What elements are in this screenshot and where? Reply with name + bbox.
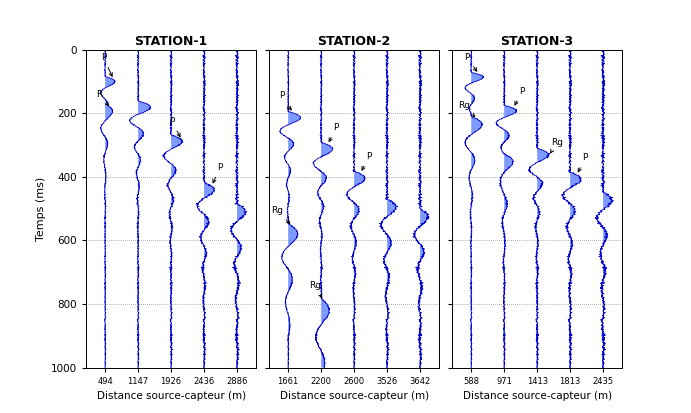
X-axis label: Distance source-capteur (m): Distance source-capteur (m)	[462, 391, 612, 401]
Text: P: P	[464, 52, 477, 71]
Text: Rg: Rg	[309, 281, 322, 297]
Text: P: P	[278, 91, 291, 110]
X-axis label: Distance source-capteur (m): Distance source-capteur (m)	[280, 391, 428, 401]
Y-axis label: Temps (ms): Temps (ms)	[36, 176, 46, 241]
Text: P: P	[362, 152, 372, 170]
Text: Rg: Rg	[271, 206, 290, 223]
Text: P: P	[515, 87, 524, 105]
Title: STATION-2: STATION-2	[317, 36, 391, 48]
Title: STATION-3: STATION-3	[500, 36, 574, 48]
Title: STATION-1: STATION-1	[135, 36, 208, 48]
Text: P: P	[329, 123, 339, 142]
Text: Rg: Rg	[551, 138, 563, 153]
X-axis label: Distance source-capteur (m): Distance source-capteur (m)	[97, 391, 246, 401]
Text: Rg: Rg	[458, 101, 475, 117]
Text: R: R	[96, 90, 108, 105]
Text: P: P	[213, 163, 223, 183]
Text: P: P	[578, 154, 588, 172]
Text: P: P	[101, 53, 112, 76]
Text: P: P	[169, 117, 180, 137]
